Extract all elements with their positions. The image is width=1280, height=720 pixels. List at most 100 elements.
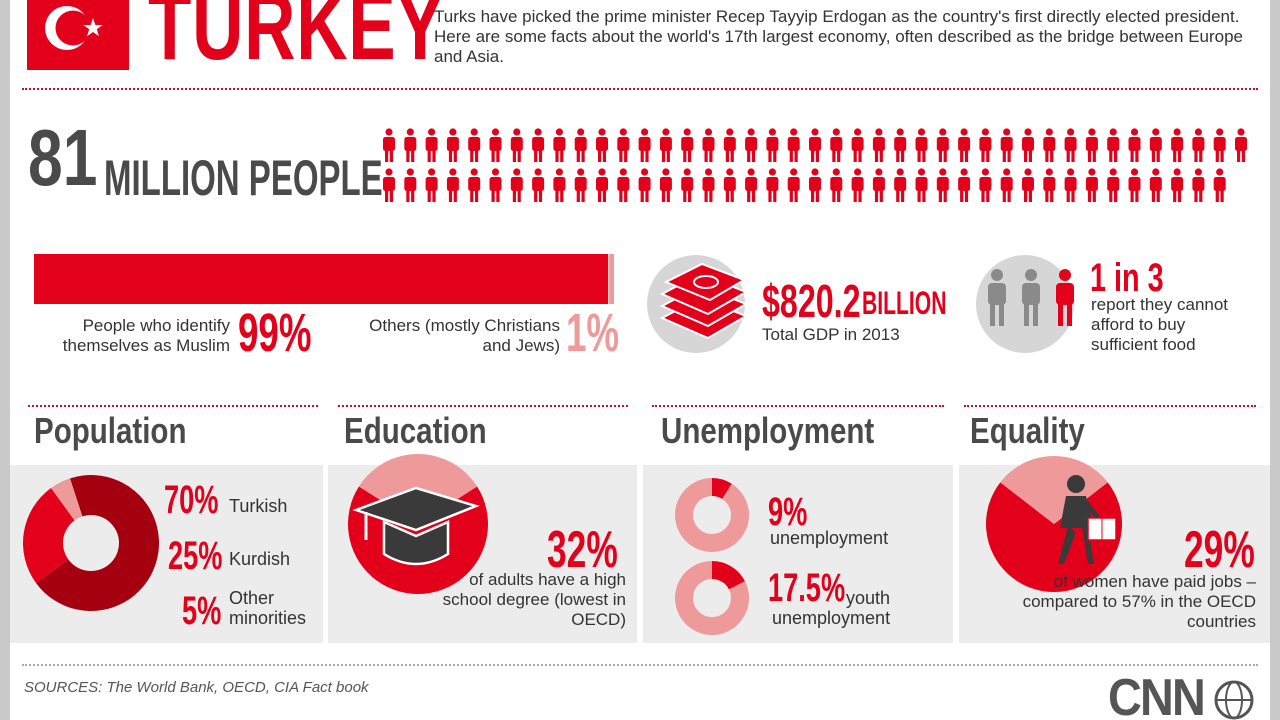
muslim-value-box: 99% [238,303,346,363]
food-label: report they cannot afford to buy suffici… [1091,295,1229,354]
youth-value-box: 17.5% [768,566,881,610]
population-label: MILLION PEOPLE [104,150,383,206]
person-icon [787,168,800,202]
person-icon [681,128,694,162]
person-icon [1192,168,1205,202]
unemp-value: 9% [768,490,808,534]
people-pictogram [383,128,1247,202]
person-icon [532,168,545,202]
person-icon [723,128,736,162]
person-icon [1192,128,1205,162]
person-icon [681,168,694,202]
sources-text: SOURCES: The World Bank, OECD, CIA Fact … [24,679,369,696]
person-icon [446,168,459,202]
person-icon [1064,168,1077,202]
unemp-value-box: 9% [768,490,826,534]
person-icon [1171,128,1184,162]
edu-value-box: 32% [547,522,651,578]
person-icon [979,168,992,202]
turkey-flag [27,0,129,70]
person-icon [383,128,395,162]
person-icon [1000,128,1013,162]
unemp-label: unemployment [770,528,889,548]
globe-icon [1214,680,1254,720]
walking-woman-icon [1058,475,1117,564]
slice-youth-unemployment [712,561,745,590]
pop-turkish-value: 70% [164,478,219,522]
person-icon [1128,128,1141,162]
gdp-value-box: $820.2 [762,276,903,326]
pop-turkish-label: Turkish [229,496,288,516]
person-icon [872,168,885,202]
person-icon [915,168,928,202]
person-icon [510,128,523,162]
pop-other-label: Other minorities [229,588,307,628]
person-icon [1235,128,1247,162]
person-icon [1022,128,1034,162]
population-donut [23,475,159,611]
pop-item-other: 5% [182,589,240,633]
youth-value: 17.5% [768,566,846,610]
person-icon [617,128,630,162]
cnn-logo-text: CNN [1108,672,1206,720]
person-icon [1213,168,1226,202]
population-label-box: MILLION PEOPLE [104,150,526,206]
food-value: 1 in 3 [1090,256,1164,300]
eq-label: of women have paid jobs – compared to 57… [1022,572,1256,631]
person-icon [1213,128,1226,162]
person-icon [979,128,992,162]
person-icon [894,128,907,162]
person-icon [1128,168,1141,202]
slice-paid-jobs [1000,456,1108,524]
person-icon [404,128,417,162]
person-icon [745,128,758,162]
gdp-label: Total GDP in 2013 [762,325,900,344]
education-heading: Education [344,410,487,451]
unemployment-heading: Unemployment [661,410,875,451]
person-icon [809,128,821,162]
eq-value: 29% [1184,521,1255,579]
person-icon [617,168,630,202]
section-divider [652,405,944,407]
person-icon [383,168,395,202]
population-heading: Population [34,410,187,451]
pop-kurdish-label: Kurdish [229,549,291,569]
bar-other [609,254,614,304]
person-icon [659,168,672,202]
person-icon [766,168,779,202]
person-icon [659,128,672,162]
person-icon [1064,128,1077,162]
person-icon [489,128,502,162]
person-icon [702,168,715,202]
youth-label: youth unemployment [772,588,891,628]
person-icon [872,128,885,162]
person-icon [510,168,523,202]
pop-item-kurdish: 25% [168,534,248,578]
slice-kurdish [23,487,75,583]
divider [22,88,1258,90]
slice-unemployment [712,478,732,499]
cnn-logo: CNN [1108,672,1258,720]
person-icon [830,128,843,162]
person-icon [404,168,417,202]
unemployment-donut [675,478,749,552]
slice-turkish [35,475,159,611]
person-icon [1085,128,1098,162]
other-value: 1% [566,303,620,363]
person-icon [468,168,481,202]
person-icon [830,168,843,202]
intro-text: Turks have picked the prime minister Rec… [434,7,1244,66]
person-icon [915,128,928,162]
person-icon [936,168,949,202]
gdp-value: $820.2 [762,275,861,327]
person-icon [1022,168,1034,202]
population-number: 81 [28,113,98,202]
graduation-cap-icon [352,486,480,566]
person-icon [489,168,502,202]
bar-muslim [34,254,609,304]
person-icon [574,128,587,162]
religion-bar-chart [34,254,614,304]
person-icon [596,168,608,202]
food-value-box: 1 in 3 [1090,256,1192,300]
person-icon [1171,168,1184,202]
